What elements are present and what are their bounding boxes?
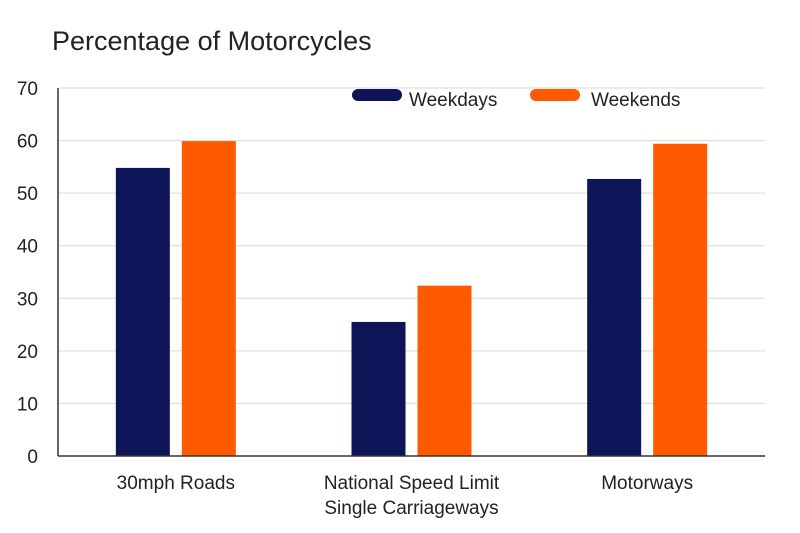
legend-swatch-weekdays (352, 89, 402, 101)
bar-weekends-2 (653, 143, 708, 456)
y-tick-label: 20 (17, 342, 38, 363)
bar-weekdays-0 (115, 167, 170, 456)
y-tick-label: 30 (17, 289, 38, 310)
bar-weekends-1 (417, 285, 472, 456)
bar-weekdays-2 (587, 178, 642, 456)
y-tick-label: 70 (17, 79, 38, 100)
chart-title: Percentage of Motorcycles (52, 26, 372, 56)
legend-swatch-weekends (530, 89, 580, 101)
y-tick-label: 50 (17, 184, 38, 205)
legend-label-weekdays: Weekdays (409, 90, 497, 111)
bar-weekends-0 (181, 141, 236, 456)
y-tick-label: 40 (17, 237, 38, 258)
y-tick-label: 0 (27, 447, 38, 468)
x-tick-label: Single Carriageways (324, 498, 498, 519)
legend: Weekdays Weekends (352, 89, 680, 111)
y-tick-label: 10 (17, 394, 38, 415)
bar-weekdays-1 (351, 321, 406, 456)
gridlines (58, 87, 765, 404)
axes (57, 88, 765, 457)
x-tick-label: National Speed Limit (324, 473, 500, 494)
x-tick-label: Motorways (601, 473, 693, 494)
y-tick-label: 60 (17, 132, 38, 153)
tick-labels: 0 10 20 30 40 50 60 70 30mph Roads National Speed… (17, 79, 693, 519)
bars (115, 141, 708, 456)
legend-label-weekends: Weekends (591, 90, 680, 111)
x-tick-label: 30mph Roads (117, 473, 235, 494)
